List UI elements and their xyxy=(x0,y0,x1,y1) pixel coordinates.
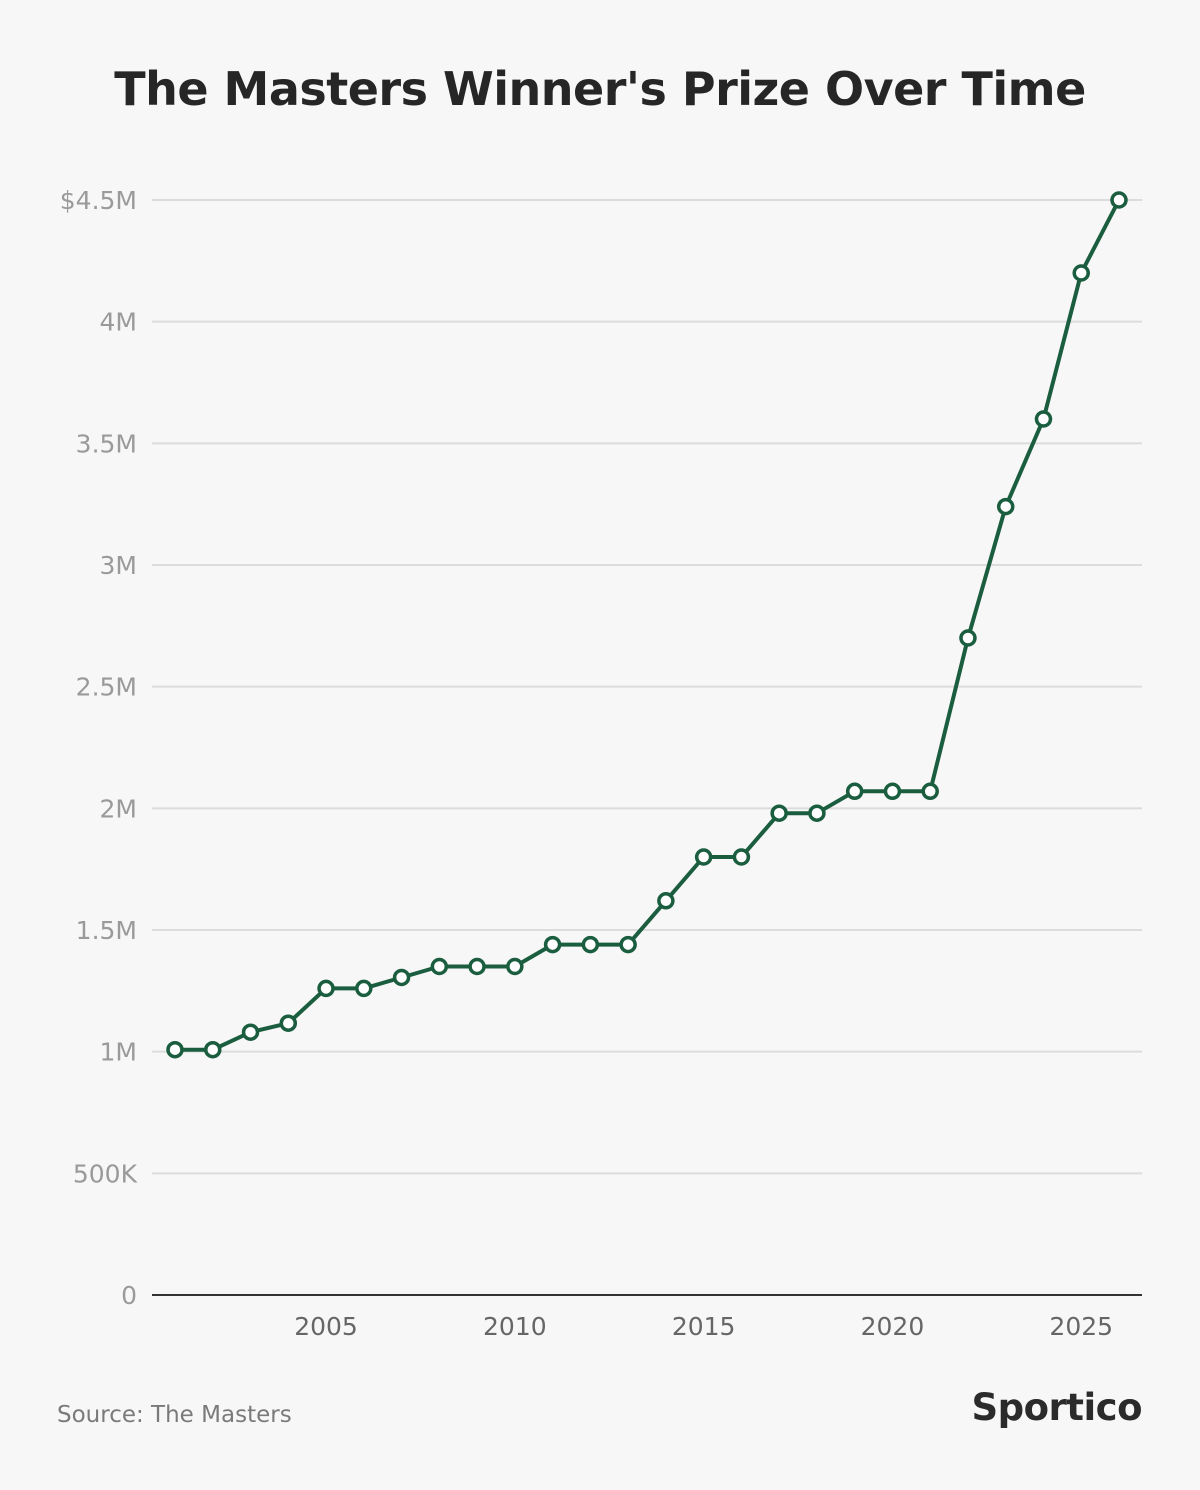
y-tick-label: 1M xyxy=(100,1038,137,1067)
data-point-2014 xyxy=(657,892,675,910)
series-line xyxy=(175,199,1121,1052)
data-point-2010 xyxy=(506,957,524,976)
brand-logo: Sportico xyxy=(971,1386,1142,1429)
data-point-2017 xyxy=(770,804,788,822)
data-point-2005 xyxy=(317,979,335,998)
data-point-2021 xyxy=(921,782,939,801)
y-tick-label: $4.5M xyxy=(60,186,137,215)
data-point-2020 xyxy=(883,782,902,801)
y-axis-ticks: 0 500K 1M 1.5M 2M 2.5M 3M 3.5M 4M $4.5M xyxy=(60,186,138,1310)
data-point-2011 xyxy=(543,935,562,954)
x-tick-label: 2020 xyxy=(861,1312,925,1341)
data-markers xyxy=(166,191,1128,1059)
data-point-2001 xyxy=(166,1040,184,1059)
source-note: Source: The Masters xyxy=(57,1402,292,1428)
data-point-2019 xyxy=(845,782,864,801)
y-tick-label: 1.5M xyxy=(76,916,137,945)
y-tick-label: 0 xyxy=(121,1281,137,1310)
data-point-2025 xyxy=(1072,264,1090,282)
x-axis-ticks: 2005 2010 2015 2020 2025 xyxy=(294,1312,1113,1341)
y-tick-label: 2M xyxy=(100,794,137,823)
data-point-2007 xyxy=(392,968,411,987)
data-point-2018 xyxy=(808,804,826,822)
data-point-2008 xyxy=(430,957,449,976)
data-point-2002 xyxy=(204,1040,222,1059)
x-tick-label: 2005 xyxy=(294,1312,358,1341)
x-tick-label: 2015 xyxy=(672,1312,736,1341)
data-point-2026 xyxy=(1110,191,1128,209)
y-tick-label: 3M xyxy=(100,551,137,580)
data-point-2016 xyxy=(732,848,751,866)
data-point-2024 xyxy=(1034,410,1053,428)
y-tick-label: 4M xyxy=(100,308,137,337)
data-point-2006 xyxy=(355,979,373,998)
y-tick-label: 2.5M xyxy=(76,673,137,702)
x-tick-label: 2025 xyxy=(1049,1312,1113,1341)
data-point-2022 xyxy=(959,629,977,647)
data-point-2012 xyxy=(581,935,600,954)
y-tick-label: 500K xyxy=(73,1159,138,1188)
data-point-2003 xyxy=(241,1023,260,1041)
y-tick-label: 3.5M xyxy=(76,429,137,458)
data-point-2009 xyxy=(468,957,486,976)
data-point-2023 xyxy=(996,497,1015,516)
data-point-2004 xyxy=(279,1014,298,1032)
data-point-2013 xyxy=(619,935,637,954)
x-tick-label: 2010 xyxy=(483,1312,547,1341)
chart-title: The Masters Winner's Prize Over Time xyxy=(114,62,1086,116)
grid-lines xyxy=(152,199,1142,1175)
data-point-2015 xyxy=(694,848,713,866)
